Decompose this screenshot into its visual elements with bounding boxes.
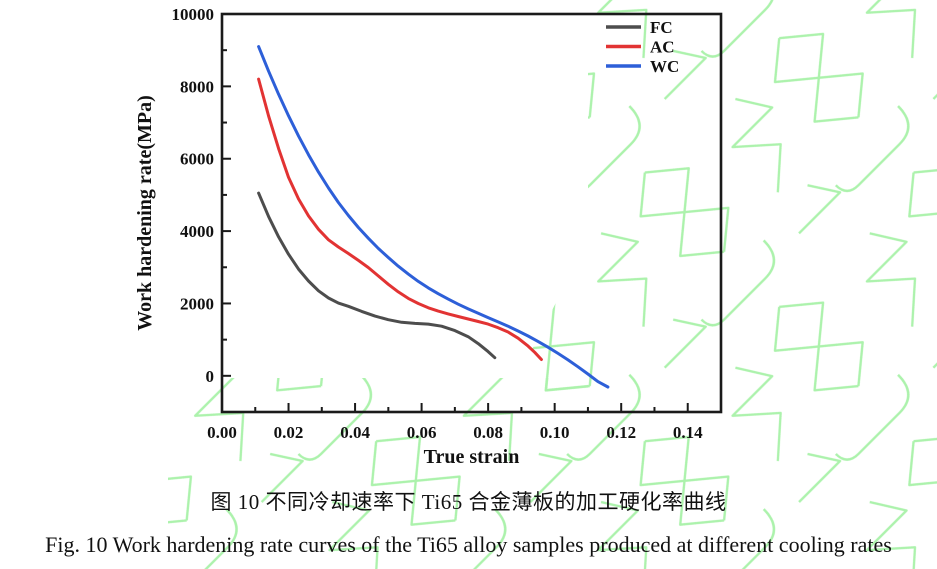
y-tick-label: 6000: [180, 150, 214, 169]
data-series: [257, 45, 610, 389]
y-tick-label: 8000: [180, 77, 214, 96]
chart: 0.00 0.02 0.04 0.06 0.08 0.10 0.12 0.14 0 2000 400…: [134, 5, 723, 468]
x-tick-label: 0.14: [673, 423, 703, 442]
x-tick-label: 0.06: [407, 423, 437, 442]
series-AC-line: [257, 77, 543, 361]
y-tick-label: 4000: [180, 222, 214, 241]
series-WC-line: [257, 45, 610, 389]
y-tick-label: 0: [206, 367, 215, 386]
legend-label-AC: AC: [650, 38, 675, 57]
x-tick-label: 0.08: [473, 423, 503, 442]
x-tick-label: 0.10: [540, 423, 570, 442]
y-tick-label: 2000: [180, 294, 214, 313]
x-tick-label: 0.12: [606, 423, 636, 442]
x-tick-label: 0.00: [207, 423, 237, 442]
legend-label-FC: FC: [650, 18, 673, 37]
x-tick-label: 0.02: [274, 423, 304, 442]
caption-english: Fig. 10 Work hardening rate curves of th…: [45, 532, 892, 557]
series-FC-line: [257, 191, 497, 360]
legend-label-WC: WC: [650, 57, 679, 76]
axis-tick-labels: 0.00 0.02 0.04 0.06 0.08 0.10 0.12 0.14 0 2000 400…: [172, 5, 704, 442]
plot-border: [220, 12, 723, 414]
caption-chinese: 图 10 不同冷却速率下 Ti65 合金薄板的加工硬化率曲线: [210, 490, 727, 514]
y-axis-title: Work hardening rate(MPa): [134, 95, 156, 331]
x-axis-title: True strain: [424, 446, 520, 468]
y-tick-label: 10000: [172, 5, 215, 24]
axis-titles: True strain Work hardening rate(MPa): [134, 95, 519, 468]
axis-ticks: [221, 13, 722, 412]
plot-frame: [220, 12, 723, 414]
x-tick-label: 0.04: [340, 423, 370, 442]
